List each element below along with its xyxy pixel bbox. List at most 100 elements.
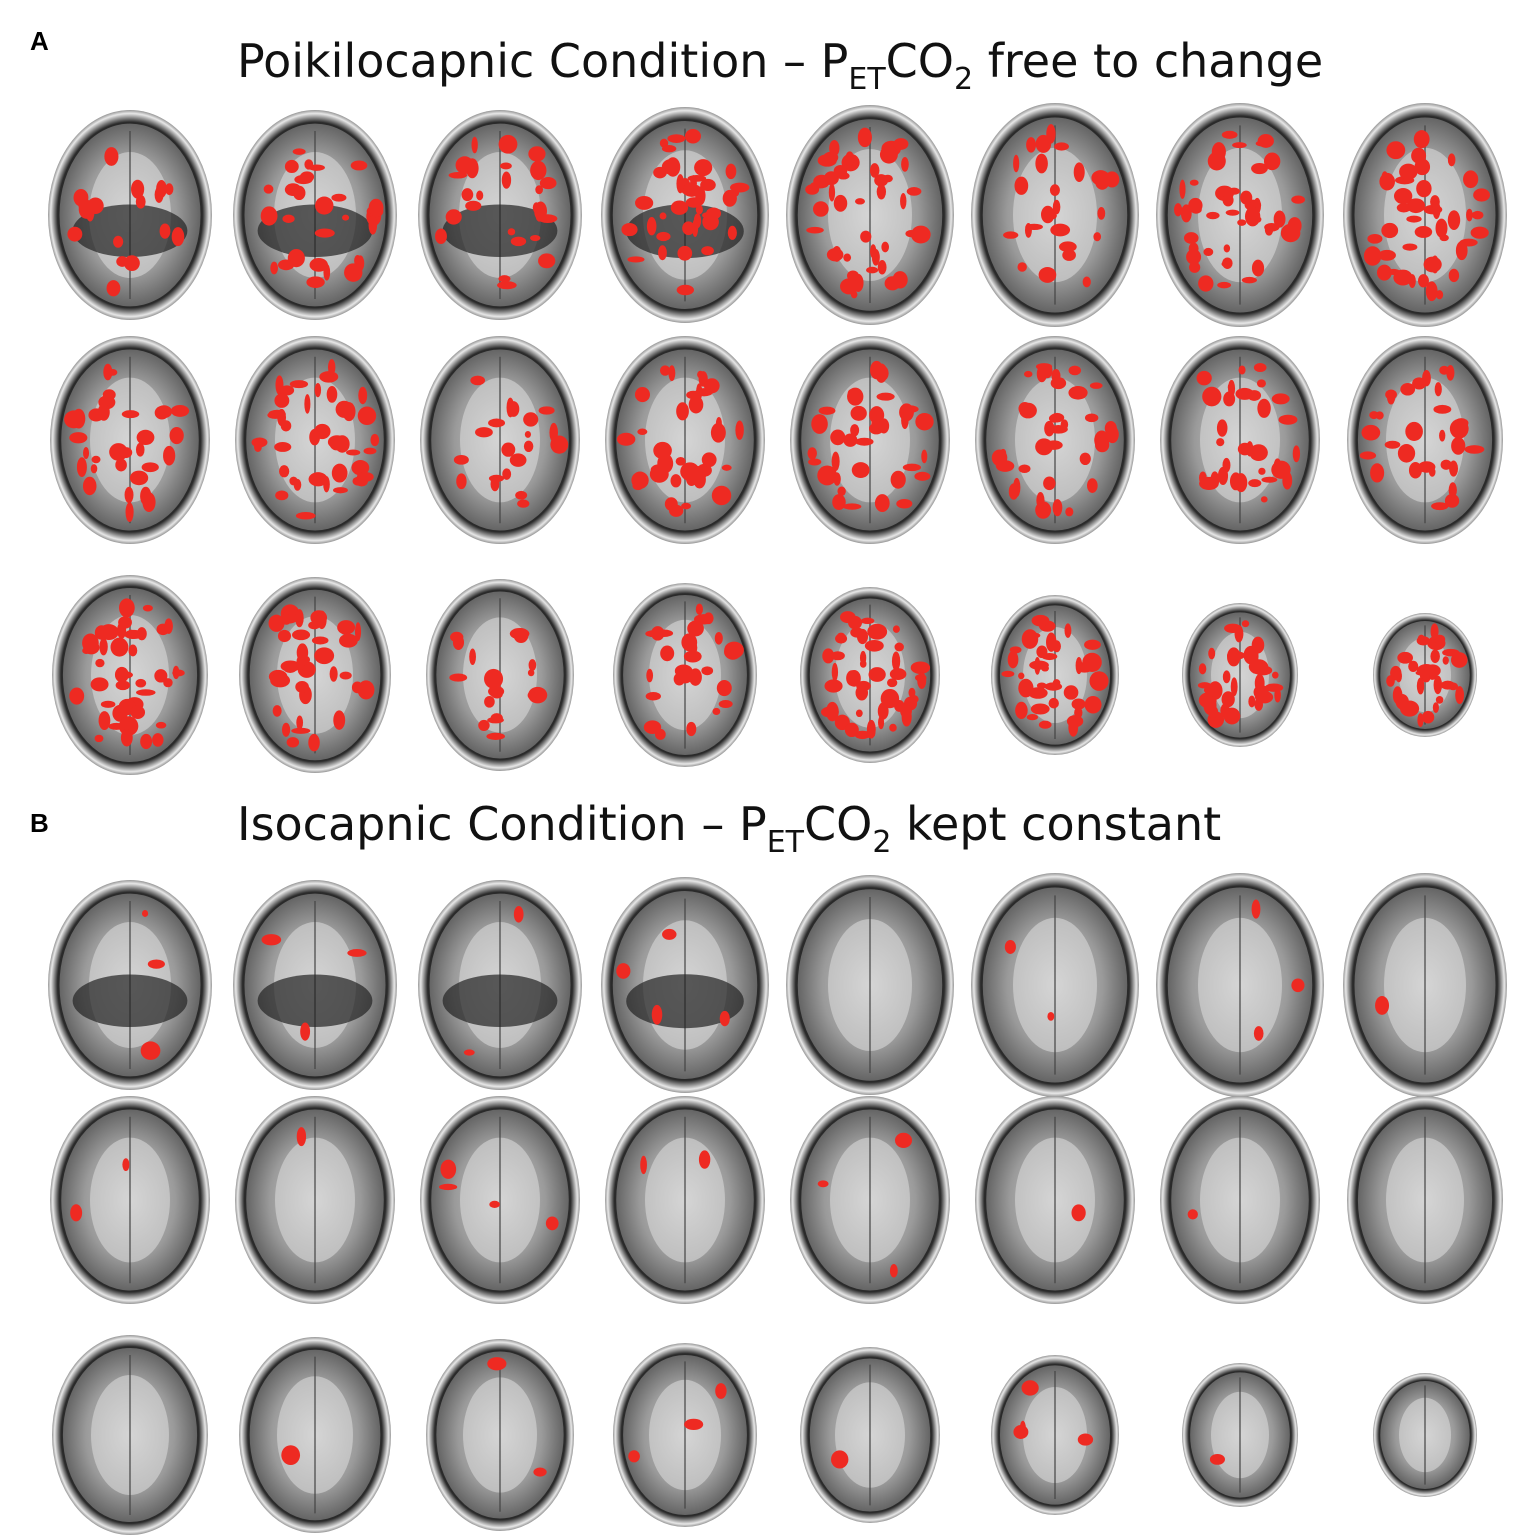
brain-slice <box>1373 613 1477 737</box>
activation <box>715 417 722 430</box>
activation <box>147 959 165 969</box>
activation <box>99 624 119 640</box>
panel-title: Poikilocapnic Condition – PETCO2 free to… <box>237 34 1323 97</box>
activation <box>535 185 544 195</box>
activation <box>695 603 704 615</box>
activation <box>1375 411 1384 420</box>
activation <box>735 420 744 440</box>
activation <box>1035 438 1053 456</box>
activation <box>874 494 890 513</box>
activation <box>1089 382 1103 389</box>
activation <box>670 200 689 215</box>
activation <box>108 722 125 730</box>
brain-slice <box>239 1337 391 1533</box>
activation <box>711 485 732 506</box>
activation <box>829 140 840 157</box>
activation <box>674 664 693 678</box>
activation <box>1202 386 1222 407</box>
activation <box>453 454 469 465</box>
activation <box>917 672 927 689</box>
brain-slice <box>235 1096 395 1304</box>
activation <box>274 393 290 408</box>
activation <box>1359 451 1377 460</box>
activation <box>517 499 530 508</box>
activation <box>67 226 83 242</box>
activation <box>1071 698 1086 710</box>
activation <box>1272 671 1279 679</box>
activation <box>370 433 380 447</box>
activation <box>1370 463 1385 483</box>
activation <box>1017 262 1027 272</box>
activation <box>884 276 901 291</box>
activation <box>1251 259 1265 277</box>
activation <box>1249 444 1268 462</box>
activation <box>461 188 474 202</box>
activation <box>1084 695 1102 714</box>
activation <box>331 193 347 202</box>
activation <box>122 1158 130 1172</box>
activation <box>1179 179 1186 199</box>
activation <box>83 446 90 460</box>
activation <box>1095 437 1110 453</box>
activation <box>478 719 490 731</box>
activation <box>850 405 867 421</box>
activation <box>347 949 367 957</box>
activation <box>1031 614 1050 627</box>
activation <box>1073 162 1085 182</box>
activation <box>1095 174 1110 190</box>
activation <box>135 442 145 457</box>
activation <box>995 460 1015 472</box>
brain-slice <box>605 1096 765 1304</box>
activation <box>1026 137 1036 153</box>
activation <box>811 414 828 434</box>
activation <box>875 363 888 383</box>
activation <box>306 276 325 288</box>
activation <box>487 716 504 724</box>
activation <box>356 255 365 272</box>
activation <box>833 194 848 212</box>
activation <box>670 474 682 488</box>
brain-slice <box>800 1347 940 1523</box>
activation <box>295 609 304 628</box>
activation <box>308 164 325 171</box>
activation <box>141 910 149 917</box>
activation <box>1264 224 1274 236</box>
activation <box>643 720 662 735</box>
activation <box>1376 264 1392 281</box>
activation <box>1448 482 1457 498</box>
activation <box>881 241 890 253</box>
activation <box>1414 226 1433 238</box>
activation <box>308 472 328 487</box>
activation <box>1439 429 1446 442</box>
activation <box>449 673 468 682</box>
activation <box>645 692 661 701</box>
activation <box>921 449 928 464</box>
activation <box>1416 179 1432 198</box>
brain-slice <box>1182 1363 1298 1507</box>
activation <box>702 213 719 231</box>
activation <box>1063 685 1079 700</box>
brain-slice <box>971 103 1139 327</box>
activation <box>658 245 667 261</box>
activation <box>339 633 358 648</box>
activation <box>295 511 316 520</box>
brain-slice <box>48 880 212 1090</box>
activation <box>683 650 702 663</box>
activation <box>1223 244 1231 253</box>
activation <box>1196 370 1212 386</box>
activation <box>527 691 537 700</box>
activation <box>129 470 149 486</box>
activation <box>140 486 152 506</box>
activation <box>1001 670 1015 678</box>
activation <box>865 729 876 739</box>
activation <box>1418 274 1429 288</box>
brain-slice <box>601 107 769 323</box>
activation <box>667 134 686 143</box>
activation <box>156 179 167 198</box>
activation <box>455 156 474 175</box>
activation <box>1433 404 1452 414</box>
activation <box>1052 199 1061 215</box>
activation <box>1048 697 1059 709</box>
activation <box>831 451 840 472</box>
